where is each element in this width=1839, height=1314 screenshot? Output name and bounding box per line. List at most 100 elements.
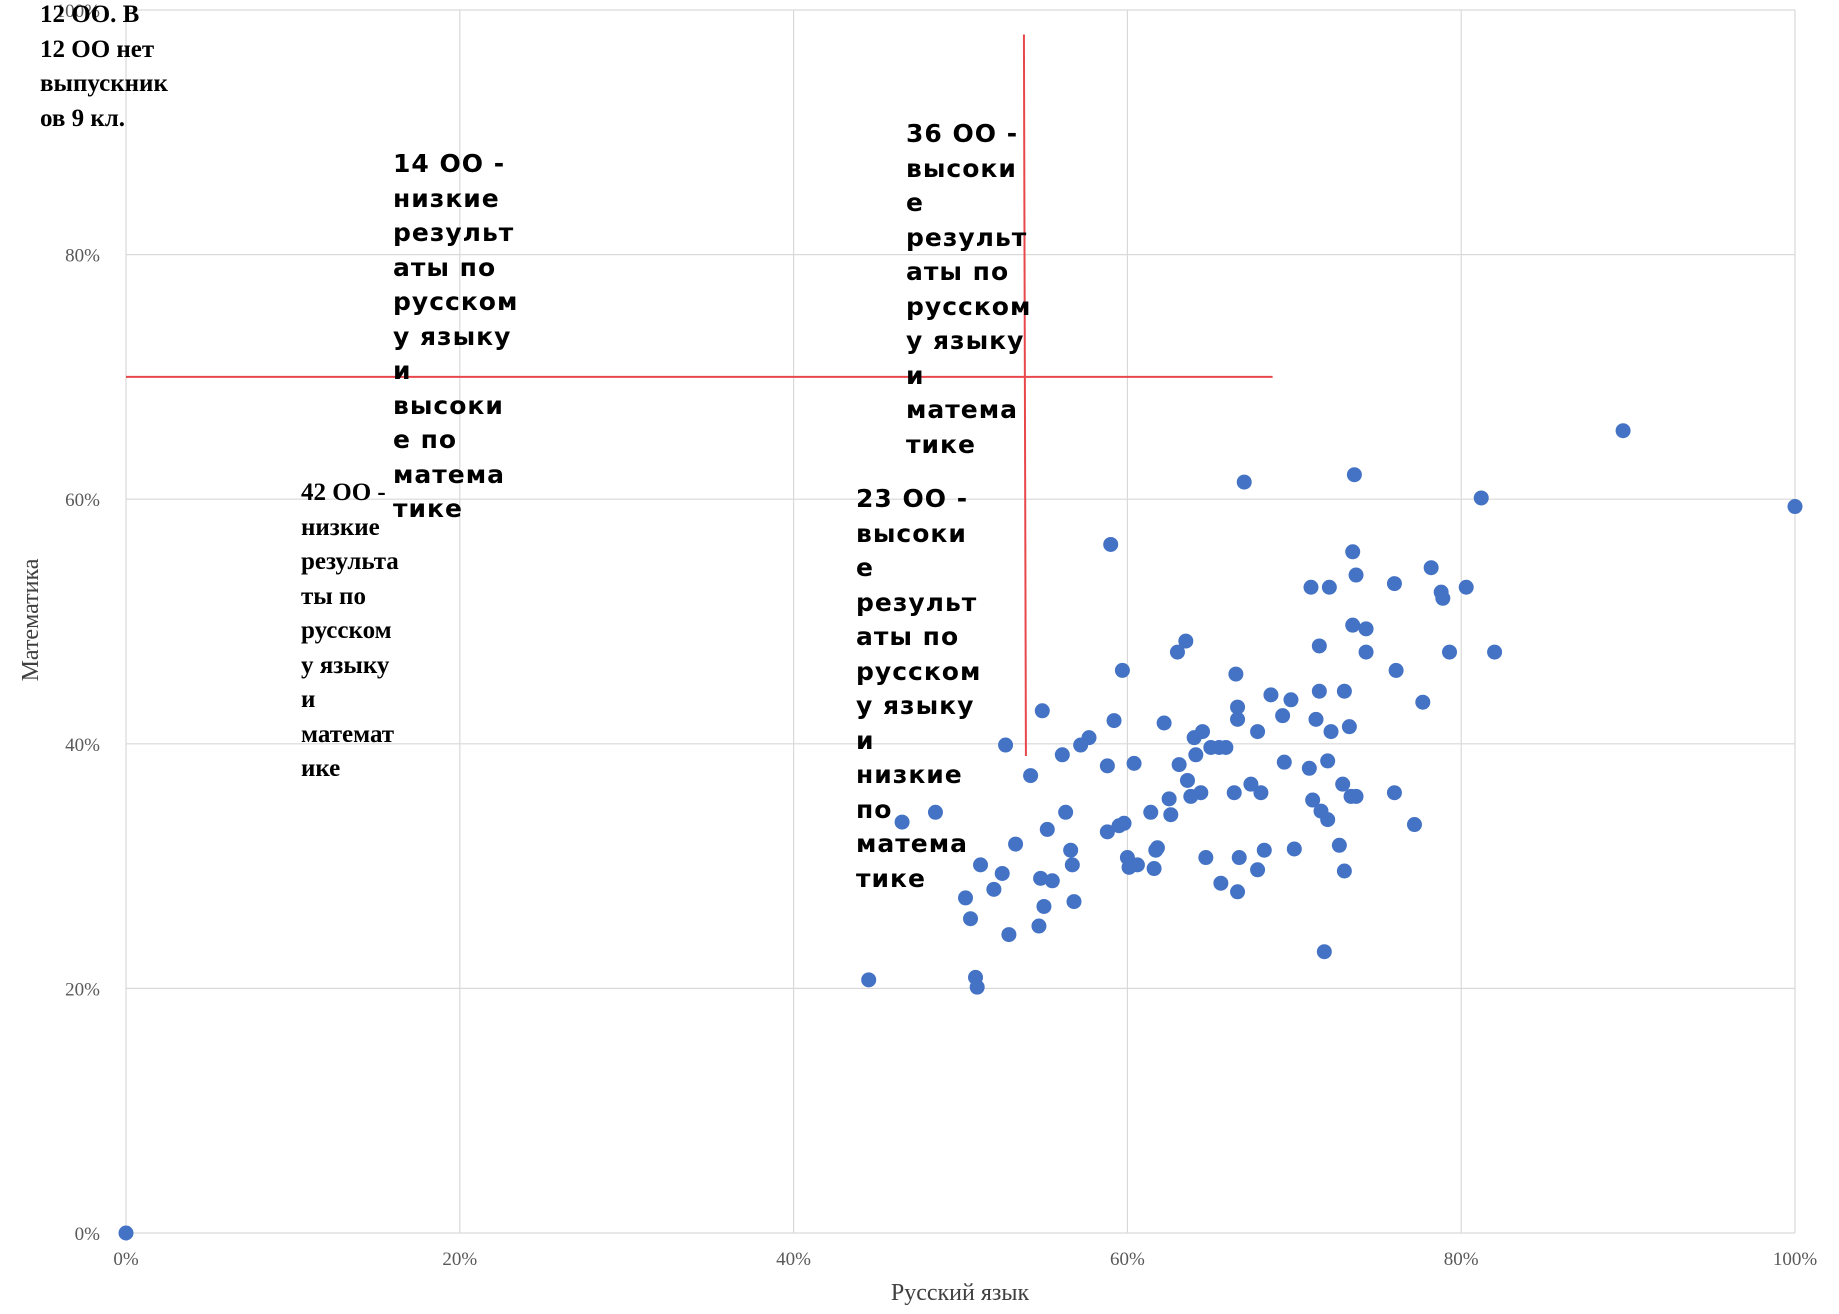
- data-point: [1099, 824, 1115, 840]
- data-point: [1423, 560, 1439, 576]
- data-point: [1230, 699, 1246, 715]
- data-point: [1169, 644, 1185, 660]
- data-point: [1250, 862, 1266, 878]
- data-point: [1008, 836, 1024, 852]
- data-point: [1064, 857, 1080, 873]
- grid-lines: [125, 9, 1796, 1234]
- annotation-upper-right: 36 ОО - высоки е результ аты по русском …: [906, 119, 1032, 459]
- data-point: [1386, 785, 1402, 801]
- data-point: [1036, 898, 1052, 914]
- y-tick-label: 100%: [56, 1, 101, 22]
- data-point: [927, 804, 943, 820]
- data-point: [1250, 724, 1266, 740]
- data-point: [1473, 490, 1489, 506]
- data-point: [963, 911, 979, 927]
- data-point: [1001, 927, 1017, 943]
- data-point: [1406, 817, 1422, 833]
- vertical-reference-line: [1022, 34, 1027, 757]
- data-point: [894, 814, 910, 830]
- data-point: [969, 979, 985, 995]
- data-point: [1146, 861, 1162, 877]
- data-point: [1114, 662, 1130, 678]
- x-tick-label: 80%: [1444, 1249, 1479, 1270]
- data-point: [1031, 918, 1047, 934]
- data-point: [1063, 842, 1079, 858]
- reference-lines: [126, 34, 1273, 757]
- data-point: [1311, 683, 1327, 699]
- data-point: [1336, 863, 1352, 879]
- y-tick-label: 20%: [65, 979, 100, 1000]
- data-point: [1331, 837, 1347, 853]
- data-point: [1218, 739, 1234, 755]
- data-point: [1054, 747, 1070, 763]
- data-point: [1276, 754, 1292, 770]
- data-point: [1386, 576, 1402, 592]
- data-point: [1323, 724, 1339, 740]
- data-point: [1106, 713, 1122, 729]
- data-point: [1336, 683, 1352, 699]
- data-point: [1435, 590, 1451, 606]
- data-point: [1226, 785, 1242, 801]
- data-point: [1236, 474, 1252, 490]
- annotation-lower-right: 23 ОО - высоки е результ аты по русском …: [856, 484, 982, 893]
- y-tick-label: 60%: [65, 490, 100, 511]
- data-point: [1023, 768, 1039, 784]
- data-point: [986, 881, 1002, 897]
- data-point: [1458, 579, 1474, 595]
- data-point: [1179, 772, 1195, 788]
- data-point: [1253, 785, 1269, 801]
- data-point: [1161, 791, 1177, 807]
- x-tick-label: 20%: [442, 1249, 477, 1270]
- data-point: [1346, 467, 1362, 483]
- data-point: [1320, 753, 1336, 769]
- data-point: [1358, 644, 1374, 660]
- data-point: [1275, 708, 1291, 724]
- data-point: [1787, 499, 1803, 515]
- data-point: [1487, 644, 1503, 660]
- y-tick-label: 80%: [65, 246, 100, 267]
- data-point: [1129, 857, 1145, 873]
- data-point: [1230, 711, 1246, 727]
- data-point: [1256, 842, 1272, 858]
- data-point: [1081, 730, 1097, 746]
- tick-labels: 0% 20% 40% 60% 80% 100% 0% 20% 40% 60% 80% 100%: [56, 1, 1818, 1270]
- data-point: [1213, 875, 1229, 891]
- data-point: [1303, 579, 1319, 595]
- data-point: [1230, 884, 1246, 900]
- annotation-lower-left: 42 ОО - низкие результа ты по русском у …: [301, 479, 399, 782]
- data-point: [1321, 579, 1337, 595]
- data-point: [1231, 850, 1247, 866]
- data-point: [1163, 807, 1179, 823]
- data-point: [1188, 747, 1204, 763]
- x-tick-label: 0%: [113, 1249, 139, 1270]
- data-point: [1348, 567, 1364, 583]
- data-point: [1228, 666, 1244, 682]
- data-point: [1283, 692, 1299, 708]
- data-point: [998, 737, 1014, 753]
- data-point: [1415, 694, 1431, 710]
- data-point: [1345, 544, 1361, 560]
- data-points: [118, 423, 1803, 1241]
- data-point: [1320, 812, 1336, 828]
- data-point: [1171, 757, 1187, 773]
- data-point: [1193, 785, 1209, 801]
- data-point: [1156, 715, 1172, 731]
- data-point: [861, 972, 877, 988]
- data-point: [1066, 894, 1082, 910]
- data-point: [1316, 944, 1332, 960]
- data-point: [958, 890, 974, 906]
- data-point: [1301, 760, 1317, 776]
- data-point: [1335, 776, 1351, 792]
- data-point: [1615, 423, 1631, 439]
- data-point: [994, 865, 1010, 881]
- data-point: [1149, 840, 1165, 856]
- data-point: [1286, 841, 1302, 857]
- data-point: [1099, 758, 1115, 774]
- data-point: [1033, 870, 1049, 886]
- data-point: [1345, 617, 1361, 633]
- data-point: [1178, 633, 1194, 649]
- data-point: [1103, 536, 1119, 552]
- y-axis-title: Математика: [18, 558, 44, 681]
- data-point: [1039, 821, 1055, 837]
